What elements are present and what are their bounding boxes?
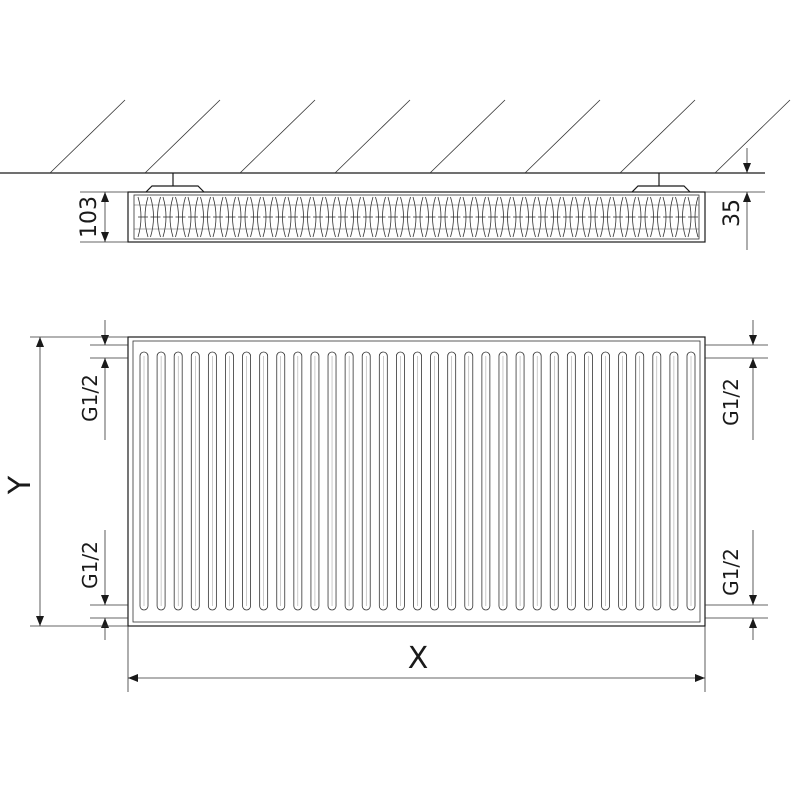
radiator-flute xyxy=(310,351,320,611)
radiator-flute xyxy=(378,351,388,611)
radiator-flute xyxy=(464,351,474,611)
wall-distance-label: 35 xyxy=(720,199,745,227)
radiator-flute xyxy=(225,351,234,611)
height-dimension: Y xyxy=(3,336,128,627)
radiator-flute xyxy=(190,351,200,611)
radiator-flute xyxy=(276,351,286,611)
radiator-flute xyxy=(618,351,628,611)
wall-hatch-line xyxy=(239,99,316,174)
wall-hatch-line xyxy=(144,99,221,174)
width-dimension: X xyxy=(127,626,706,692)
connection-label-bottom-left: G1/2 xyxy=(78,541,102,589)
radiator-flute xyxy=(413,351,422,611)
radiator-flute xyxy=(396,351,405,611)
depth-dimension: 103 xyxy=(77,191,128,243)
radiator-flute xyxy=(242,351,251,611)
radiator-flute xyxy=(139,351,149,611)
depth-label: 103 xyxy=(77,196,102,238)
radiator-flute xyxy=(173,351,183,611)
radiator-flute xyxy=(430,351,439,611)
wall-hatch-line xyxy=(714,99,791,174)
radiator-top-view xyxy=(127,191,706,243)
connection-label-bottom-right: G1/2 xyxy=(719,548,743,596)
radiator-flute xyxy=(207,351,217,611)
connection-dimension-left: G1/2 G1/2 xyxy=(78,320,109,640)
wall-bracket-left xyxy=(145,173,205,193)
radiator-flute xyxy=(686,351,696,611)
radiator-flute xyxy=(156,351,166,611)
radiator-flute xyxy=(635,351,645,611)
radiator-flute xyxy=(584,351,593,611)
radiator-flute xyxy=(601,351,610,611)
height-label: Y xyxy=(3,475,38,495)
wall-hatch-line xyxy=(619,99,696,174)
pipe-connections xyxy=(90,344,768,619)
radiator-flute xyxy=(259,351,269,611)
radiator-flute xyxy=(652,351,662,611)
wall-distance-dimension: 35 xyxy=(705,148,765,250)
connection-dimension-right: G1/2 G1/2 xyxy=(719,320,757,640)
wall-hatch-line xyxy=(524,99,601,174)
radiator-flute xyxy=(669,351,679,611)
radiator-flute xyxy=(515,351,525,611)
wall xyxy=(0,99,791,174)
radiator-flute xyxy=(532,351,542,611)
radiator-flute xyxy=(481,351,491,611)
radiator-flute xyxy=(361,351,371,611)
radiator-flute xyxy=(344,351,354,611)
wall-hatch-line xyxy=(429,99,506,174)
wall-bracket-right xyxy=(631,173,691,193)
wall-hatch-line xyxy=(334,99,411,174)
radiator-flute xyxy=(327,351,337,611)
radiator-flute xyxy=(566,351,576,611)
connection-label-top-right: G1/2 xyxy=(719,378,743,426)
width-label: X xyxy=(408,641,429,676)
radiator-flute xyxy=(293,351,303,611)
radiator-front-view xyxy=(127,336,706,627)
radiator-flute xyxy=(447,351,457,611)
wall-hatch-line xyxy=(49,99,126,174)
radiator-flute xyxy=(498,351,508,611)
connection-label-top-left: G1/2 xyxy=(78,374,102,422)
radiator-flute xyxy=(549,351,559,611)
